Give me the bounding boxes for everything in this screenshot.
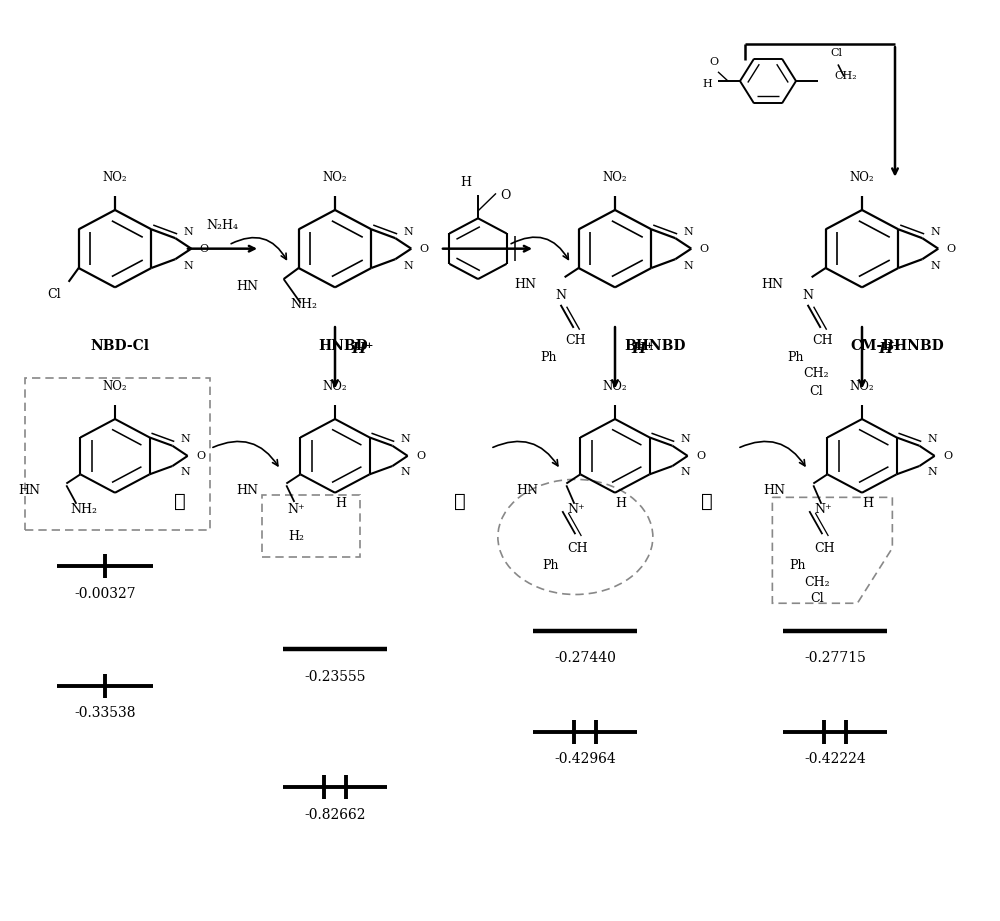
Text: HN: HN <box>762 278 784 291</box>
Text: N₂H₄: N₂H₄ <box>206 219 238 232</box>
Text: O: O <box>500 189 510 202</box>
Text: NO₂: NO₂ <box>850 380 874 393</box>
Text: N: N <box>681 468 690 477</box>
Text: HN: HN <box>236 484 258 497</box>
Text: HNBD: HNBD <box>318 339 368 353</box>
Text: CM-BHNBD: CM-BHNBD <box>850 339 944 353</box>
Text: Cl: Cl <box>811 592 824 605</box>
Text: N: N <box>181 468 190 477</box>
Text: HN: HN <box>516 484 538 497</box>
Text: O: O <box>696 451 705 460</box>
Text: N: N <box>802 289 813 302</box>
Text: H: H <box>335 497 346 510</box>
Text: NO₂: NO₂ <box>323 171 347 184</box>
Text: O: O <box>420 244 429 253</box>
Text: HN: HN <box>18 484 40 497</box>
Text: N: N <box>401 435 410 444</box>
Text: NH₂: NH₂ <box>290 298 317 311</box>
Text: N: N <box>403 261 413 271</box>
Text: NBD-Cl: NBD-Cl <box>91 339 150 353</box>
Text: -0.33538: -0.33538 <box>74 706 136 720</box>
Text: NH₂: NH₂ <box>70 503 97 516</box>
Text: HN: HN <box>515 278 537 291</box>
Text: N: N <box>928 435 937 444</box>
Text: -0.42224: -0.42224 <box>804 752 866 766</box>
Text: H⁺: H⁺ <box>352 342 374 356</box>
Text: N: N <box>930 261 940 271</box>
Text: O: O <box>200 244 209 253</box>
Text: -0.00327: -0.00327 <box>74 587 136 600</box>
Text: O: O <box>196 451 205 460</box>
Text: O: O <box>943 451 952 460</box>
Text: O: O <box>700 244 709 253</box>
Text: N: N <box>183 227 193 237</box>
Text: -0.82662: -0.82662 <box>304 808 366 822</box>
Text: NO₂: NO₂ <box>603 171 627 184</box>
Text: N: N <box>181 435 190 444</box>
Text: CH: CH <box>567 542 588 554</box>
Text: CH: CH <box>565 334 586 347</box>
Text: N: N <box>183 261 193 271</box>
Text: Ph: Ph <box>540 351 557 364</box>
Text: H: H <box>702 79 712 88</box>
Text: N⁺: N⁺ <box>288 503 305 516</box>
Text: -0.27440: -0.27440 <box>554 651 616 665</box>
Text: CH₂: CH₂ <box>805 576 830 589</box>
Text: Cl: Cl <box>830 48 842 58</box>
Text: N: N <box>683 261 693 271</box>
Text: N: N <box>930 227 940 237</box>
Text: NO₂: NO₂ <box>103 171 127 184</box>
Text: HN: HN <box>763 484 785 497</box>
Text: H: H <box>460 176 472 189</box>
Text: CH: CH <box>812 334 833 347</box>
Text: Cl: Cl <box>809 385 822 398</box>
Text: Ph: Ph <box>787 351 804 364</box>
Text: N: N <box>401 468 410 477</box>
Text: ✕: ✕ <box>701 493 713 511</box>
Text: HN: HN <box>237 280 259 293</box>
Text: Ph: Ph <box>789 559 806 572</box>
Text: CH₂: CH₂ <box>803 367 828 380</box>
Text: N: N <box>928 468 937 477</box>
Text: N: N <box>555 289 566 302</box>
Text: -0.42964: -0.42964 <box>554 752 616 766</box>
Text: N: N <box>681 435 690 444</box>
Text: O: O <box>709 57 719 67</box>
Text: H⁺: H⁺ <box>632 342 654 356</box>
Text: N⁺: N⁺ <box>815 503 832 516</box>
Text: N: N <box>683 227 693 237</box>
Text: NO₂: NO₂ <box>850 171 874 184</box>
Text: ✕: ✕ <box>454 493 466 511</box>
Text: CH: CH <box>814 542 835 554</box>
Text: H: H <box>615 497 626 510</box>
Text: -0.23555: -0.23555 <box>304 670 366 683</box>
Text: N: N <box>403 227 413 237</box>
Text: H: H <box>862 497 873 510</box>
Text: CH₂: CH₂ <box>834 72 857 81</box>
Text: H₂: H₂ <box>288 530 304 543</box>
Text: NO₂: NO₂ <box>103 380 127 393</box>
Text: Cl: Cl <box>47 288 60 301</box>
Text: -0.27715: -0.27715 <box>804 651 866 665</box>
Text: N⁺: N⁺ <box>568 503 585 516</box>
Text: ✕: ✕ <box>174 493 186 511</box>
Text: BHNBD: BHNBD <box>624 339 686 353</box>
Text: NO₂: NO₂ <box>603 380 627 393</box>
Text: NO₂: NO₂ <box>323 380 347 393</box>
Text: O: O <box>947 244 956 253</box>
Text: Ph: Ph <box>542 559 559 572</box>
Text: H⁺: H⁺ <box>879 342 901 356</box>
Text: O: O <box>416 451 425 460</box>
